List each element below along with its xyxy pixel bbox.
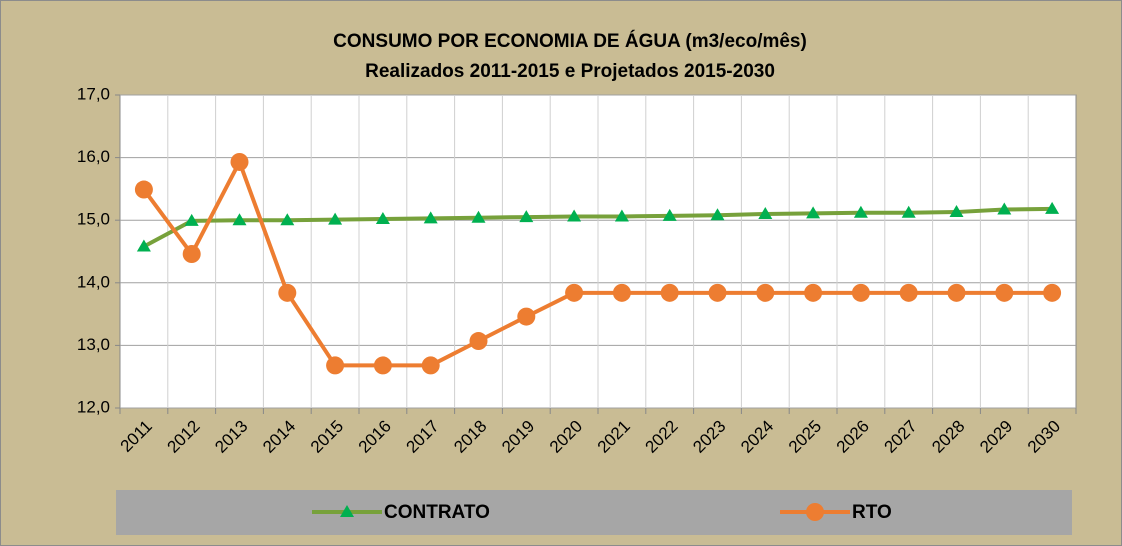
legend-label: RTO [852, 502, 892, 523]
marker [232, 213, 247, 226]
marker [1045, 201, 1060, 214]
marker [660, 283, 679, 302]
marker [899, 283, 918, 302]
marker [136, 239, 151, 252]
marker [614, 209, 629, 222]
marker [565, 283, 584, 302]
marker [375, 211, 390, 224]
marker [184, 213, 199, 226]
marker [662, 208, 677, 221]
legend-label: CONTRATO [384, 502, 490, 523]
marker [373, 356, 392, 375]
y-tick-label: 16,0 [77, 147, 110, 166]
marker [517, 307, 536, 326]
marker [947, 283, 966, 302]
marker [340, 505, 354, 517]
marker [421, 356, 440, 375]
marker [326, 356, 345, 375]
marker [280, 213, 295, 226]
legend-box [116, 490, 1072, 535]
marker [901, 205, 916, 218]
marker [134, 180, 153, 199]
chart-title: CONSUMO POR ECONOMIA DE ÁGUA (m3/eco/mês… [333, 30, 807, 52]
y-tick-label: 17,0 [77, 84, 110, 103]
marker [612, 283, 631, 302]
marker [1043, 283, 1062, 302]
marker [806, 503, 824, 521]
marker [519, 210, 534, 223]
series-line [142, 206, 1053, 249]
marker [997, 202, 1012, 215]
y-tick-label: 12,0 [77, 397, 110, 416]
marker [853, 205, 868, 218]
marker [949, 205, 964, 218]
marker [758, 206, 773, 219]
marker [851, 283, 870, 302]
marker [328, 212, 343, 225]
y-tick-label: 13,0 [77, 335, 110, 354]
marker [423, 211, 438, 224]
y-tick-label: 14,0 [77, 272, 110, 291]
marker [804, 283, 823, 302]
marker [230, 152, 249, 171]
marker [708, 283, 727, 302]
marker [710, 208, 725, 221]
marker [278, 283, 297, 302]
marker [806, 206, 821, 219]
marker [567, 209, 582, 222]
y-tick-label: 15,0 [77, 210, 110, 229]
marker [995, 283, 1014, 302]
marker [756, 283, 775, 302]
marker [182, 245, 201, 264]
marker [469, 332, 488, 351]
chart-subtitle: Realizados 2011-2015 e Projetados 2015-2… [365, 61, 775, 82]
marker [471, 210, 486, 223]
